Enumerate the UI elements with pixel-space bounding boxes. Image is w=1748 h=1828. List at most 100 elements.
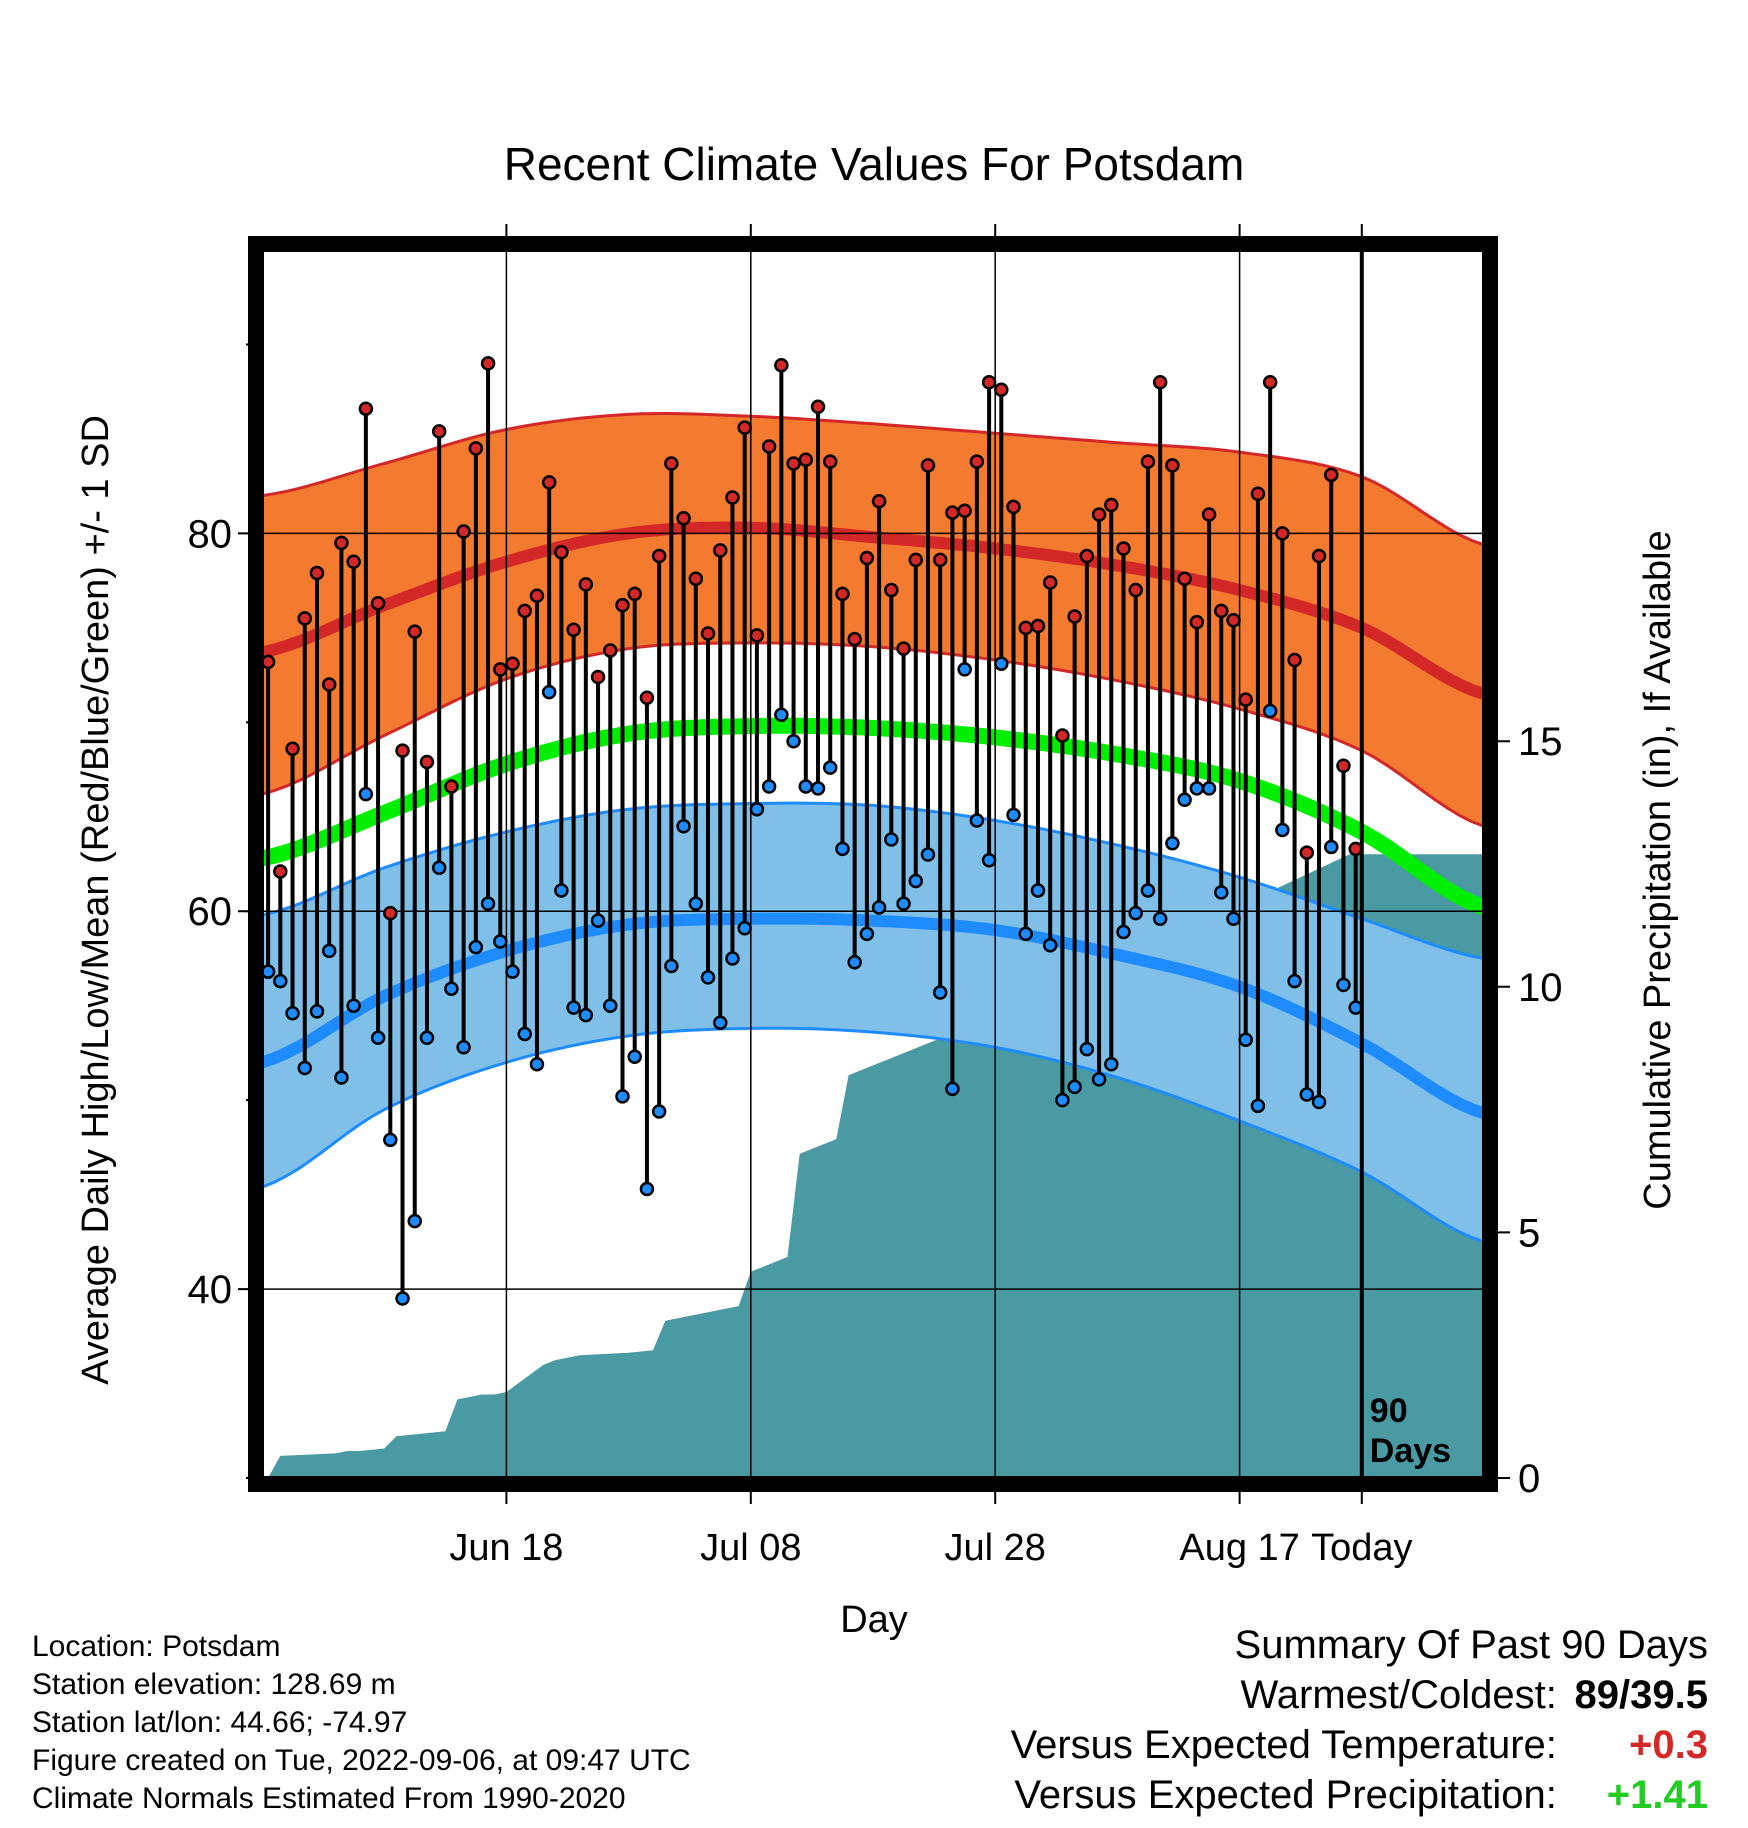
- daily-low-point: [419, 1030, 435, 1046]
- daily-low-point: [713, 1015, 728, 1030]
- daily-high-point: [285, 741, 300, 757]
- daily-low-point: [1116, 924, 1131, 940]
- daily-low-point: [468, 939, 484, 955]
- daily-low-point: [774, 707, 789, 723]
- daily-low-point: [1262, 703, 1278, 719]
- daily-low-point: [994, 656, 1009, 671]
- daily-low-point: [664, 958, 679, 974]
- low-sd-band: [262, 803, 1484, 1242]
- daily-high-point: [468, 441, 484, 456]
- daily-high-point: [1042, 575, 1058, 590]
- y-tick-label: 60: [188, 890, 233, 934]
- daily-low-point: [1299, 1087, 1315, 1102]
- y2-tick-label: 0: [1518, 1457, 1540, 1501]
- daily-low-point: [969, 813, 985, 828]
- daily-low-point: [810, 781, 826, 796]
- daily-high-point: [1165, 458, 1180, 473]
- warmest-value: 89/39.5: [1574, 1673, 1708, 1717]
- daily-low-point: [871, 900, 887, 915]
- today-days-label: 90 Days: [1370, 1392, 1451, 1470]
- daily-low-point: [1189, 781, 1205, 796]
- daily-low-point: [1055, 1092, 1070, 1108]
- daily-low-point: [1250, 1098, 1266, 1114]
- daily-high-point: [1091, 507, 1107, 522]
- x-tick-label: Today: [1311, 1527, 1412, 1569]
- daily-high-point: [1336, 758, 1351, 774]
- daily-high-point: [1311, 548, 1327, 564]
- daily-high-point: [774, 357, 789, 373]
- x-tick-label: Aug 17: [1179, 1527, 1299, 1569]
- y-axis-label: Average Daily High/Low/Mean (Red/Blue/Gr…: [75, 415, 117, 1385]
- daily-high-point: [529, 588, 545, 603]
- daily-high-point: [786, 456, 801, 471]
- daily-low-point: [370, 1030, 386, 1046]
- daily-high-point: [273, 864, 288, 879]
- daily-high-point: [358, 401, 374, 416]
- daily-high-point: [395, 743, 410, 758]
- daily-high-point: [517, 603, 532, 619]
- daily-high-point: [1262, 374, 1278, 390]
- daily-high-point: [554, 545, 569, 560]
- daily-high-point: [859, 550, 875, 566]
- daily-low-point: [1311, 1094, 1327, 1110]
- daily-high-point: [419, 754, 435, 770]
- daily-low-point: [761, 779, 777, 794]
- daily-low-point: [896, 896, 911, 911]
- warmest-label: Warmest/Coldest:: [1240, 1673, 1557, 1717]
- precip-value: +1.41: [1606, 1773, 1708, 1817]
- daily-high-point: [737, 420, 752, 435]
- daily-low-point: [835, 841, 850, 857]
- daily-low-point: [505, 964, 520, 979]
- daily-high-point: [957, 503, 972, 518]
- low-sd-band-upper-edge: [262, 801, 1484, 960]
- daily-low-point: [578, 1007, 594, 1023]
- daily-low-point: [615, 1089, 630, 1104]
- daily-low-point: [493, 934, 508, 949]
- daily-low-point: [456, 1040, 471, 1055]
- plot-frame: [248, 236, 1498, 1492]
- daily-high-point: [847, 631, 862, 647]
- normal-mean-line: [262, 717, 1484, 915]
- daily-low-point: [884, 832, 899, 847]
- daily-low-point: [273, 973, 288, 989]
- y2-tick-label: 15: [1518, 720, 1563, 764]
- daily-low-point: [1336, 977, 1351, 993]
- daily-high-point: [1226, 613, 1241, 628]
- daily-low-point: [859, 926, 875, 942]
- daily-high-point: [493, 662, 508, 677]
- daily-low-point: [1104, 1057, 1119, 1072]
- daily-low-point: [822, 760, 838, 775]
- daily-low-point: [1128, 905, 1143, 921]
- daily-high-point: [383, 905, 398, 921]
- daily-low-point: [566, 1000, 581, 1015]
- daily-low-point: [285, 1005, 300, 1021]
- y-tick-label: 80: [188, 512, 233, 556]
- daily-high-point: [431, 424, 447, 439]
- temp-label: Versus Expected Temperature:: [1010, 1723, 1557, 1767]
- daily-high-point: [1201, 507, 1217, 522]
- daily-low-point: [676, 818, 691, 834]
- low-sd-band-lower-edge: [262, 1026, 1484, 1244]
- daily-high-point: [1275, 526, 1290, 541]
- daily-low-point: [1238, 1032, 1253, 1047]
- daily-low-point: [945, 1081, 960, 1097]
- daily-high-point: [370, 596, 386, 611]
- daily-low-point: [1006, 807, 1021, 823]
- daily-low-point: [1152, 911, 1168, 927]
- x-axis-label: Day: [840, 1599, 908, 1641]
- daily-low-point: [541, 684, 557, 700]
- daily-high-point: [1250, 486, 1266, 501]
- daily-low-point: [590, 913, 606, 928]
- y2-tick-label: 10: [1518, 966, 1563, 1010]
- daily-low-point: [1067, 1079, 1082, 1095]
- daily-low-point: [786, 733, 801, 749]
- x-tick-label: Jul 08: [700, 1527, 801, 1569]
- daily-high-point: [994, 382, 1009, 398]
- daily-high-point: [713, 543, 728, 558]
- daily-low-point: [981, 852, 997, 868]
- daily-high-point: [945, 505, 960, 520]
- daily-low-point: [725, 951, 740, 966]
- daily-low-point: [1018, 926, 1033, 942]
- daily-high-point: [749, 628, 765, 643]
